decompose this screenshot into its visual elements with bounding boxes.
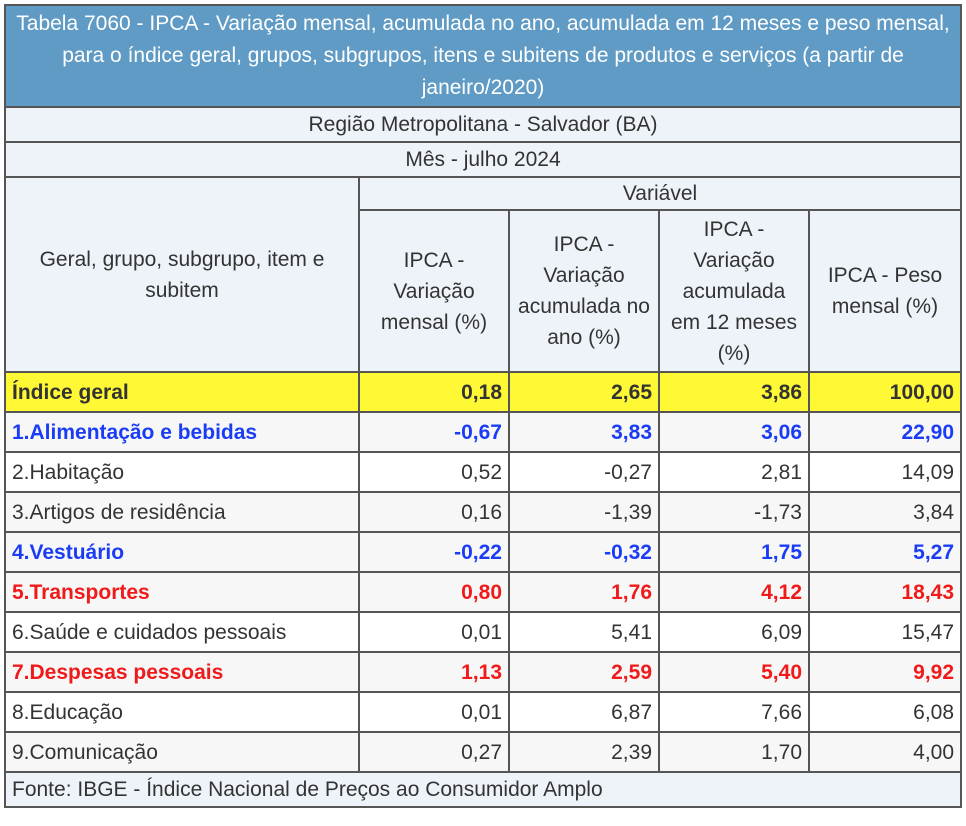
column-header: IPCA - Variação acumulada no ano (%) xyxy=(508,209,660,373)
table-row: 1.Alimentação e bebidas -0,67 3,83 3,06 22,9… xyxy=(4,411,963,453)
table-row: 7.Despesas pessoais 1,13 2,59 5,40 9,92 xyxy=(4,651,963,693)
row-value: -0,22 xyxy=(358,531,510,573)
row-label: 6.Saúde e cuidados pessoais xyxy=(4,611,360,653)
row-value: 18,43 xyxy=(807,571,963,613)
row-value: 3,86 xyxy=(658,371,810,413)
row-value: 1,75 xyxy=(658,531,810,573)
row-value: 15,47 xyxy=(807,611,963,653)
row-value: 1,70 xyxy=(658,731,810,773)
row-value: 6,87 xyxy=(508,691,660,733)
variable-header: Variável xyxy=(357,176,963,211)
table-row: 2.Habitação 0,52 -0,27 2,81 14,09 xyxy=(4,451,963,493)
row-value: 7,66 xyxy=(658,691,810,733)
row-value: 9,92 xyxy=(807,651,963,693)
table-row: 5.Transportes 0,80 1,76 4,12 18,43 xyxy=(4,571,963,613)
row-value: 22,90 xyxy=(807,411,963,453)
row-value: -0,32 xyxy=(508,531,660,573)
row-header: Geral, grupo, subgrupo, item e subitem xyxy=(4,176,360,373)
row-label: 2.Habitação xyxy=(4,451,360,493)
row-value: 6,09 xyxy=(658,611,810,653)
table-row: 3.Artigos de residência 0,16 -1,39 -1,73 3,8… xyxy=(4,491,963,533)
row-label: 8.Educação xyxy=(4,691,360,733)
row-value: 4,00 xyxy=(807,731,963,773)
row-value: -0,27 xyxy=(508,451,660,493)
row-value: 2,65 xyxy=(508,371,660,413)
row-value: -1,39 xyxy=(508,491,660,533)
row-value: 14,09 xyxy=(807,451,963,493)
row-label: 3.Artigos de residência xyxy=(4,491,360,533)
table-row: Índice geral 0,18 2,65 3,86 100,00 xyxy=(4,371,963,413)
column-header: IPCA - Variação acumulada em 12 meses (%… xyxy=(658,209,810,373)
column-header: IPCA - Peso mensal (%) xyxy=(807,209,963,373)
row-value: 0,01 xyxy=(358,691,510,733)
table-row: 9.Comunicação 0,27 2,39 1,70 4,00 xyxy=(4,731,963,773)
row-label: Índice geral xyxy=(4,371,360,413)
table-title: Tabela 7060 - IPCA - Variação mensal, ac… xyxy=(3,4,963,108)
row-value: 5,41 xyxy=(508,611,660,653)
row-value: 0,27 xyxy=(358,731,510,773)
row-value: 2,59 xyxy=(508,651,660,693)
row-value: 4,12 xyxy=(658,571,810,613)
row-value: 0,52 xyxy=(358,451,510,493)
row-label: 4.Vestuário xyxy=(4,531,360,573)
ipca-table: Tabela 7060 - IPCA - Variação mensal, ac… xyxy=(3,4,963,808)
row-value: 2,39 xyxy=(508,731,660,773)
row-label: 5.Transportes xyxy=(4,571,360,613)
row-value: 5,27 xyxy=(807,531,963,573)
row-label: 9.Comunicação xyxy=(4,731,360,773)
row-value: 1,76 xyxy=(508,571,660,613)
row-value: 0,16 xyxy=(358,491,510,533)
table-row: 4.Vestuário -0,22 -0,32 1,75 5,27 xyxy=(4,531,963,573)
table-row: 8.Educação 0,01 6,87 7,66 6,08 xyxy=(4,691,963,733)
row-value: 0,01 xyxy=(358,611,510,653)
row-value: 5,40 xyxy=(658,651,810,693)
row-value: 6,08 xyxy=(807,691,963,733)
row-value: 100,00 xyxy=(807,371,963,413)
column-header: IPCA - Variação mensal (%) xyxy=(358,209,510,373)
row-value: -1,73 xyxy=(658,491,810,533)
row-value: 3,06 xyxy=(658,411,810,453)
region-label: Região Metropolitana - Salvador (BA) xyxy=(3,106,963,143)
table-row: 6.Saúde e cuidados pessoais 0,01 5,41 6,09 1… xyxy=(4,611,963,653)
row-label: 7.Despesas pessoais xyxy=(4,651,360,693)
row-value: -0,67 xyxy=(358,411,510,453)
row-value: 3,83 xyxy=(508,411,660,453)
source-footer: Fonte: IBGE - Índice Nacional de Preços … xyxy=(3,771,963,808)
row-value: 1,13 xyxy=(358,651,510,693)
row-value: 3,84 xyxy=(807,491,963,533)
row-value: 0,18 xyxy=(358,371,510,413)
row-value: 2,81 xyxy=(658,451,810,493)
month-label: Mês - julho 2024 xyxy=(3,141,963,178)
row-label: 1.Alimentação e bebidas xyxy=(4,411,360,453)
row-value: 0,80 xyxy=(358,571,510,613)
